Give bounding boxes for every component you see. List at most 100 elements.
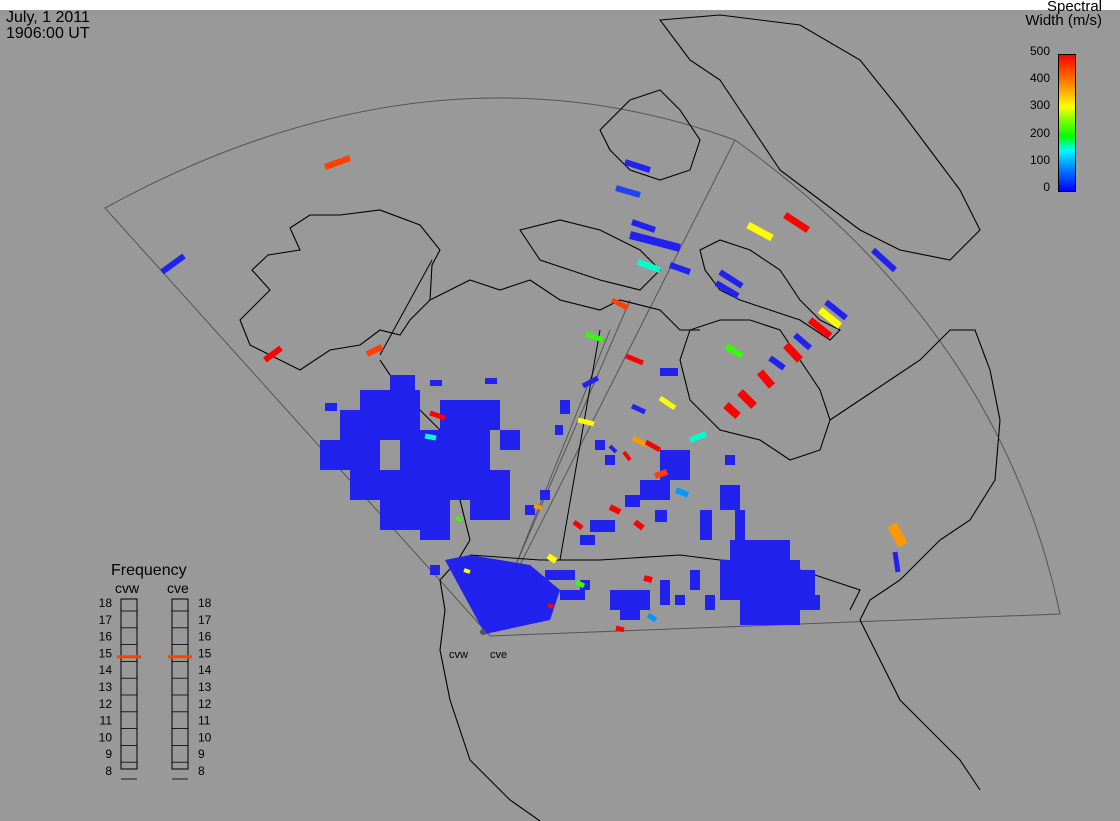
scatter-streak [658, 395, 677, 411]
scatter-streak [625, 353, 644, 366]
scatter-cell [390, 375, 415, 395]
frequency-level-label: 16 [198, 630, 212, 644]
scatter-streak [365, 344, 384, 357]
frequency-level-label: 9 [198, 747, 205, 761]
scatter-cell [720, 485, 740, 510]
scatter-cell [400, 430, 490, 470]
top-border [0, 0, 1120, 10]
scatter-streak [688, 431, 708, 443]
frequency-column-cvw [120, 598, 138, 770]
scatter-streaks [160, 155, 908, 633]
scatter-cell [540, 600, 550, 610]
scatter-cell [725, 455, 735, 465]
scatter-cell [690, 570, 700, 590]
cvw-fov-edge [484, 139, 736, 635]
scatter-streak [807, 317, 833, 339]
ellesmere-island [599, 89, 701, 181]
scatter-streak [628, 231, 682, 252]
scatter-streak [887, 522, 908, 548]
scatter-streak [463, 568, 471, 574]
frequency-title: Frequency [111, 562, 187, 579]
frequency-radar-cvw: cvw [115, 580, 140, 596]
east-coast [859, 559, 981, 791]
colorbar-tick-label: 0 [1043, 180, 1050, 194]
scatter-cell [625, 495, 640, 507]
frequency-radar-cve: cve [167, 580, 189, 596]
scatter-corridor [525, 368, 740, 545]
scatter-cell [470, 490, 510, 520]
scatter-streak [737, 389, 757, 409]
scatter-streak [547, 603, 555, 609]
frequency-level-label: 11 [198, 714, 211, 728]
scatter-streak [643, 575, 653, 583]
scatter-cell [620, 610, 640, 620]
scatter-cell [595, 440, 605, 450]
scatter-cell [720, 560, 800, 600]
scatter-streak [646, 612, 658, 623]
scatter-cell [555, 425, 563, 435]
site-label-cvw: cvw [449, 649, 468, 661]
scatter-cell [810, 595, 820, 610]
scatter-cell [660, 580, 670, 605]
scatter-streak [723, 402, 741, 419]
scatter-cell [640, 480, 670, 500]
frequency-level-label: 18 [99, 596, 113, 610]
field-of-view-outline [104, 97, 1061, 637]
scatter-cell [485, 378, 497, 384]
scatter-fan [445, 555, 560, 634]
scatter-cell [580, 535, 595, 545]
frequency-level-label: 14 [99, 663, 113, 677]
scatter-streak [630, 403, 647, 415]
scatter-streak [783, 212, 810, 233]
scatter-streak [455, 516, 463, 522]
scatter-cell [545, 570, 575, 580]
baffin-island [699, 239, 841, 341]
scatter-streak [263, 345, 283, 363]
scatter-streak [870, 247, 898, 273]
scatter-streak [714, 280, 740, 299]
colorbar-tick-label: 200 [1029, 125, 1050, 140]
colorbar-gradient [1058, 54, 1076, 192]
scatter-patch-northwest [320, 375, 520, 540]
scatter-cell [500, 430, 520, 450]
scatter-streak [160, 253, 186, 275]
scatter-patch-east [610, 510, 820, 625]
scatter-streak [746, 221, 774, 242]
scatter-streak [546, 553, 558, 564]
scatter-streak [817, 307, 843, 329]
scatter-streak [624, 159, 651, 173]
scatter-cell [525, 505, 535, 515]
scatter-streak [615, 185, 641, 198]
scatter-streak [608, 504, 622, 515]
frequency-column-cve [171, 598, 189, 770]
scatter-cell [430, 380, 442, 386]
scatter-streak [636, 259, 662, 273]
scatter-cell [590, 520, 615, 532]
colorbar-title-line1: Spectral [1046, 0, 1102, 15]
frequency-level-label: 18 [198, 596, 212, 610]
scatter-streak [892, 551, 901, 573]
province-border [559, 329, 601, 561]
scatter-streak [631, 435, 648, 448]
timestamp-date: July, 1 2011 [6, 9, 90, 26]
scatter-streak [572, 520, 584, 530]
scatter-streak [783, 342, 803, 363]
timestamp-time: 1906:00 UT [6, 25, 90, 42]
scatter-near-sites [430, 555, 590, 634]
colorbar-title: Spectral Width (m/s) [1025, 0, 1102, 28]
frequency-columns: 18 17 16 15 14 13 12 11 10 9 8 18 17 16 15 14 13 12 11 10 9 8 [99, 596, 212, 780]
scatter-streak [793, 332, 812, 351]
frequency-level-label: 15 [198, 646, 212, 660]
frequency-level-label: 15 [99, 646, 113, 660]
scatter-streak [674, 487, 690, 498]
scatter-streak [654, 469, 668, 479]
arctic-islands [519, 219, 661, 291]
scatter-streak [323, 155, 352, 170]
scatter-streak [424, 433, 437, 441]
scatter-cell [660, 368, 678, 376]
scatter-streak [429, 410, 446, 421]
alaska-yukon-border [379, 259, 433, 356]
scatter-streak [633, 519, 645, 531]
scatter-cell [320, 440, 380, 470]
